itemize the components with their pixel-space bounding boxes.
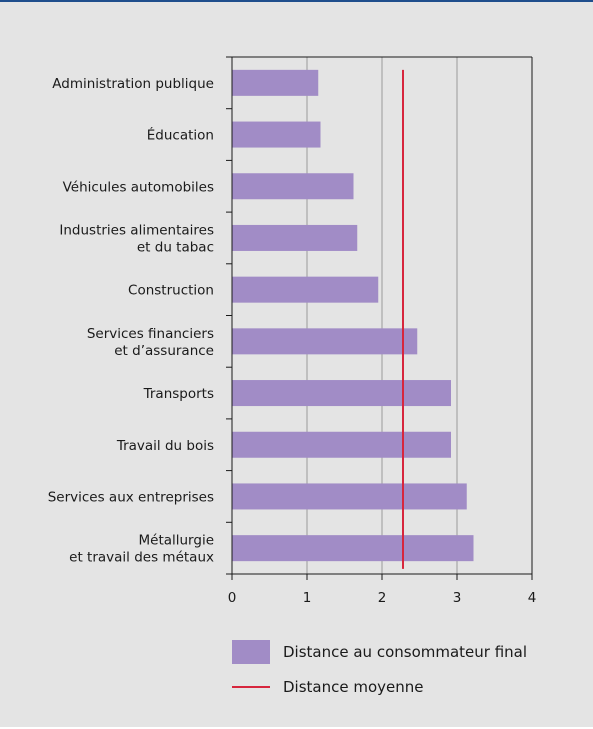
bar <box>232 121 321 148</box>
x-tick-label: 1 <box>303 590 312 606</box>
category-label: Travail du bois <box>116 438 214 454</box>
category-label: Industries alimentaires <box>59 222 214 238</box>
x-tick-label: 4 <box>528 590 537 606</box>
category-label: Métallurgie <box>138 533 214 549</box>
x-tick-label: 3 <box>453 590 462 606</box>
bars <box>232 69 474 562</box>
category-label: Services financiers <box>87 326 214 342</box>
bar <box>232 431 451 458</box>
axes <box>226 56 533 580</box>
category-label: Administration publique <box>52 76 214 92</box>
category-label: Transports <box>143 386 214 402</box>
x-tick-label: 2 <box>378 590 387 606</box>
category-label: Services aux entreprises <box>48 489 214 505</box>
legend-swatch-bars <box>232 640 270 664</box>
category-label: et du tabac <box>137 239 214 255</box>
category-label: Construction <box>128 283 214 299</box>
bar <box>232 328 418 355</box>
bar <box>232 224 358 251</box>
category-label: Éducation <box>147 127 214 144</box>
bar <box>232 535 474 562</box>
category-label: et d’assurance <box>114 343 214 359</box>
x-tick-labels: 0 1 2 3 4 <box>228 590 537 606</box>
bar <box>232 69 319 96</box>
category-labels: Administration publique Éducation Véhicule… <box>48 76 214 566</box>
x-tick-label: 0 <box>228 590 237 606</box>
category-label: et travail des métaux <box>69 550 214 566</box>
bar <box>232 380 451 407</box>
bar <box>232 173 354 200</box>
bar <box>232 276 379 303</box>
legend-label-average-line: Distance moyenne <box>283 678 424 696</box>
category-label: Véhicules automobiles <box>63 179 214 195</box>
bar <box>232 483 467 510</box>
legend-label-bars: Distance au consommateur final <box>283 643 527 661</box>
legend: Distance au consommateur final Distance … <box>232 640 527 696</box>
